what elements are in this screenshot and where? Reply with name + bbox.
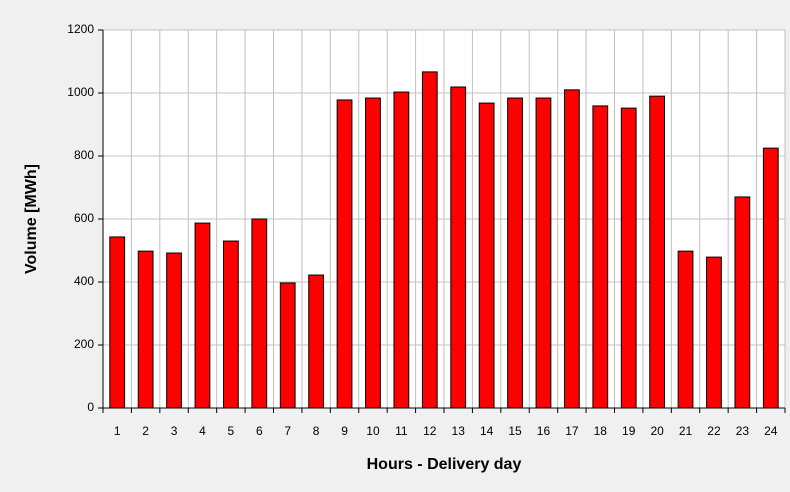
bar [478, 102, 495, 409]
bar [137, 250, 154, 409]
x-tick-label: 7 [284, 424, 291, 438]
x-tick-label: 8 [313, 424, 320, 438]
bar [421, 71, 438, 409]
x-tick-label: 16 [537, 424, 551, 438]
bar [365, 97, 381, 409]
x-tick-label: 6 [256, 424, 263, 438]
y-axis-title: Volume [MWh] [23, 164, 40, 274]
bar [222, 240, 239, 409]
x-tick-label: 24 [764, 424, 778, 438]
x-tick-label: 23 [736, 424, 750, 438]
x-tick-label: 14 [480, 424, 494, 438]
x-tick-label: 22 [707, 424, 721, 438]
bar [563, 89, 580, 409]
y-tick-label: 1000 [67, 85, 94, 99]
y-tick-label: 400 [74, 274, 94, 288]
x-tick-label: 21 [679, 424, 693, 438]
bar [251, 218, 268, 409]
x-tick-label: 20 [650, 424, 664, 438]
bar [308, 274, 325, 409]
x-tick-label: 1 [114, 424, 121, 438]
bar [109, 236, 126, 409]
bar [592, 105, 609, 409]
bar [620, 107, 637, 409]
bar [706, 256, 722, 409]
bar [734, 196, 751, 409]
y-tick-label: 1200 [67, 22, 94, 36]
x-tick-label: 19 [622, 424, 636, 438]
x-tick-label: 2 [142, 424, 149, 438]
y-tick-label: 800 [74, 148, 94, 162]
bar [393, 91, 410, 409]
bar [762, 147, 779, 409]
x-tick-label: 10 [366, 424, 380, 438]
x-tick-label: 17 [565, 424, 579, 438]
y-tick-label: 600 [74, 211, 94, 225]
x-tick-label: 13 [452, 424, 466, 438]
x-tick-label: 12 [423, 424, 437, 438]
bar [677, 250, 694, 409]
bar [535, 97, 552, 409]
y-tick-label: 200 [74, 337, 94, 351]
bar [649, 95, 666, 409]
x-axis-title: Hours - Delivery day [367, 456, 522, 473]
x-tick-label: 5 [228, 424, 235, 438]
bar [450, 86, 467, 409]
bar [279, 282, 296, 409]
x-tick-label: 11 [395, 424, 408, 438]
x-tick-label: 18 [594, 424, 608, 438]
bar [194, 222, 211, 409]
x-tick-label: 15 [508, 424, 522, 438]
x-tick-label: 4 [199, 424, 206, 438]
bar [507, 97, 523, 409]
bar [336, 99, 353, 409]
bar [166, 252, 182, 409]
x-tick-label: 3 [171, 424, 178, 438]
y-tick-label: 0 [87, 400, 94, 414]
x-tick-label: 9 [341, 424, 348, 438]
